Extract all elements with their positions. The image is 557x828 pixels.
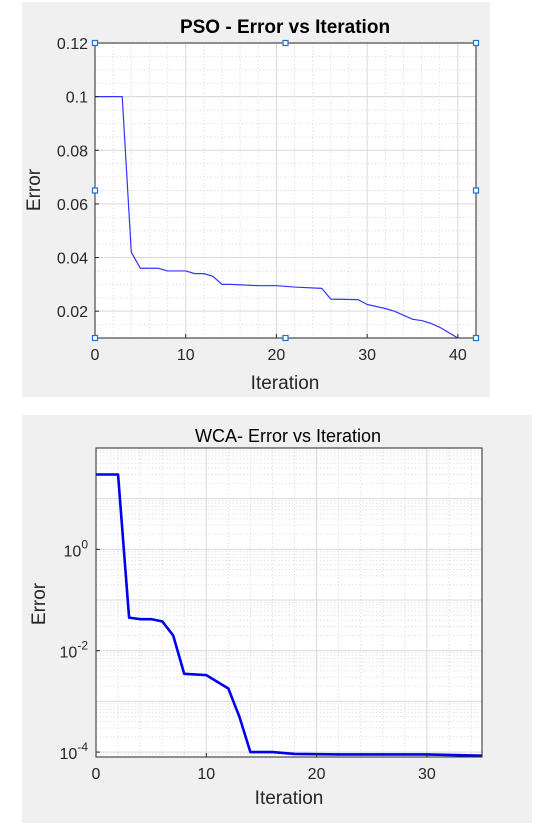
pso-y-tick-label: 0.02 <box>57 304 88 321</box>
wca-chart: 0 10 20 30 10-4 10-2 100 WCA- Error vs Iterat… <box>22 415 532 823</box>
pso-y-tick-label: 0.06 <box>57 197 88 214</box>
pso-handle-top-middle[interactable] <box>282 39 289 47</box>
wca-series-line <box>96 473 483 757</box>
wca-x-tick-label: 10 <box>197 766 215 783</box>
pso-handle-middle-right[interactable] <box>472 187 480 194</box>
pso-x-tick-label: 30 <box>358 347 376 364</box>
wca-x-ticks: 0 10 20 30 <box>92 753 436 783</box>
wca-x-axis-label: Iteration <box>255 788 324 809</box>
pso-handle-bottom-right[interactable] <box>472 334 480 342</box>
pso-handle-top-left[interactable] <box>91 39 99 47</box>
pso-x-tick-label: 0 <box>91 347 100 364</box>
pso-x-axis-label: Iteration <box>251 373 320 394</box>
pso-title: PSO - Error vs Iteration <box>180 17 390 38</box>
wca-grid <box>95 447 482 758</box>
wca-x-tick-label: 30 <box>418 766 436 783</box>
wca-axes-box <box>95 447 483 758</box>
wca-y-tick-label: 100 <box>64 537 89 560</box>
wca-y-axis-label: Error <box>29 582 50 625</box>
pso-y-tick-label: 0.08 <box>57 143 88 160</box>
pso-chart: 0 10 20 30 40 0.02 0.04 0.06 0.08 0.1 0.12 PSO - … <box>22 2 490 397</box>
pso-handle-top-right[interactable] <box>472 39 480 47</box>
pso-handle-bottom-left[interactable] <box>91 334 99 342</box>
pso-handle-bottom-middle[interactable] <box>282 334 289 342</box>
wca-y-tick-label: 10-4 <box>60 740 89 763</box>
wca-x-tick-label: 0 <box>92 766 101 783</box>
pso-x-tick-label: 40 <box>449 347 467 364</box>
pso-x-ticks: 0 10 20 30 40 <box>91 334 467 364</box>
pso-x-tick-label: 20 <box>268 347 286 364</box>
wca-y-ticks: 10-4 10-2 100 <box>60 537 100 763</box>
wca-title: WCA- Error vs Iteration <box>195 426 381 446</box>
pso-y-tick-label: 0.1 <box>66 90 88 107</box>
pso-y-tick-label: 0.12 <box>57 36 88 53</box>
pso-selection-handles[interactable] <box>91 39 480 342</box>
pso-handle-middle-left[interactable] <box>91 187 99 194</box>
wca-x-tick-label: 20 <box>308 766 326 783</box>
pso-x-tick-label: 10 <box>177 347 195 364</box>
pso-series-line <box>95 96 459 339</box>
pso-y-tick-label: 0.04 <box>57 251 88 268</box>
wca-y-tick-label: 10-2 <box>60 639 89 662</box>
pso-y-axis-label: Error <box>24 168 45 211</box>
